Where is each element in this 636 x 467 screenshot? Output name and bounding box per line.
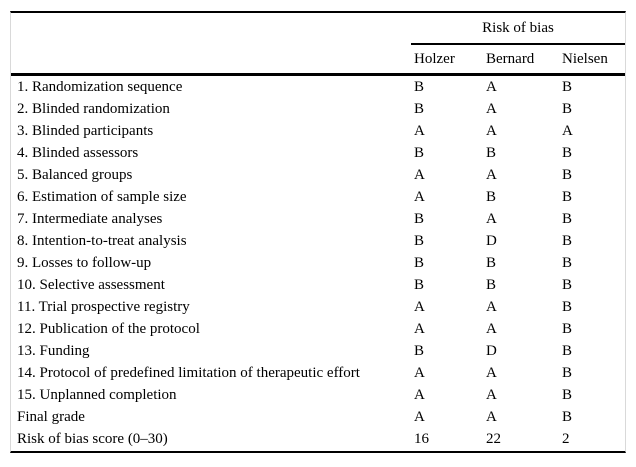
criterion-label: 12. Publication of the protocol — [17, 320, 200, 337]
grade-holzer: A — [414, 408, 425, 425]
grade-bernard: A — [486, 100, 497, 117]
grade-holzer: A — [414, 122, 425, 139]
grade-bernard: A — [486, 298, 497, 315]
grade-holzer: A — [414, 166, 425, 183]
grade-bernard: A — [486, 320, 497, 337]
criterion-label: 7. Intermediate analyses — [17, 210, 163, 227]
table-row: 14. Protocol of predefined limitation of… — [11, 362, 625, 384]
table-row: 15. Unplanned completion A A B — [11, 384, 625, 406]
grade-bernard: D — [486, 342, 497, 359]
grade-holzer: B — [414, 342, 425, 359]
grade-holzer: B — [414, 78, 425, 95]
grade-nielsen: B — [562, 254, 573, 271]
table-row: 11. Trial prospective registry A A B — [11, 296, 625, 318]
table-row: 8. Intention-to-treat analysis B D B — [11, 230, 625, 252]
grade-bernard: B — [486, 188, 497, 205]
grade-nielsen: B — [562, 100, 573, 117]
grade-holzer: B — [414, 254, 425, 271]
criterion-label: 1. Randomization sequence — [17, 78, 183, 95]
grade-bernard: A — [486, 122, 497, 139]
grade-nielsen: B — [562, 276, 573, 293]
table-row: 7. Intermediate analyses B A B — [11, 208, 625, 230]
grade-bernard: B — [486, 276, 497, 293]
grade-holzer: A — [414, 188, 425, 205]
table-row: Final grade A A B — [11, 406, 625, 428]
grade-nielsen: B — [562, 320, 573, 337]
grade-bernard: A — [486, 166, 497, 183]
grade-nielsen: B — [562, 166, 573, 183]
grade-nielsen: B — [562, 210, 573, 227]
grade-nielsen: A — [562, 122, 573, 139]
table-row: 4. Blinded assessors B B B — [11, 142, 625, 164]
table-row: 3. Blinded participants A A A — [11, 120, 625, 142]
column-header-nielsen: Nielsen — [562, 50, 608, 67]
criterion-label: 9. Losses to follow-up — [17, 254, 152, 271]
table-row: 13. Funding B D B — [11, 340, 625, 362]
header-separator-rule — [11, 73, 625, 76]
grade-nielsen: 2 — [562, 430, 570, 447]
grade-holzer: 16 — [414, 430, 429, 447]
grade-bernard: A — [486, 408, 497, 425]
grade-holzer: B — [414, 232, 425, 249]
grade-nielsen: B — [562, 78, 573, 95]
table-row: 2. Blinded randomization B A B — [11, 98, 625, 120]
grade-bernard: A — [486, 210, 497, 227]
grade-holzer: B — [414, 144, 425, 161]
grade-nielsen: B — [562, 386, 573, 403]
grade-bernard: A — [486, 386, 497, 403]
grade-holzer: B — [414, 100, 425, 117]
criterion-label: 5. Balanced groups — [17, 166, 133, 183]
criterion-label: Final grade — [17, 408, 85, 425]
table-body: 1. Randomization sequence B A B 2. Blind… — [11, 76, 625, 450]
table-row: Risk of bias score (0–30) 16 22 2 — [11, 428, 625, 450]
grade-bernard: B — [486, 144, 497, 161]
grade-holzer: B — [414, 210, 425, 227]
grade-nielsen: B — [562, 298, 573, 315]
column-header-row: Holzer Bernard Nielsen — [11, 45, 625, 73]
criterion-label: 13. Funding — [17, 342, 90, 359]
criterion-label: 11. Trial prospective registry — [17, 298, 190, 315]
grade-bernard: D — [486, 232, 497, 249]
grade-nielsen: B — [562, 408, 573, 425]
grade-bernard: A — [486, 78, 497, 95]
criterion-label: 10. Selective assessment — [17, 276, 165, 293]
grade-holzer: A — [414, 364, 425, 381]
table-row: 5. Balanced groups A A B — [11, 164, 625, 186]
grade-nielsen: B — [562, 342, 573, 359]
column-header-bernard: Bernard — [486, 50, 535, 67]
table-row: 9. Losses to follow-up B B B — [11, 252, 625, 274]
grade-bernard: A — [486, 364, 497, 381]
criterion-label: 14. Protocol of predefined limitation of… — [17, 364, 360, 381]
grade-holzer: A — [414, 320, 425, 337]
grade-bernard: 22 — [486, 430, 501, 447]
criterion-label: 15. Unplanned completion — [17, 386, 177, 403]
table-header: Risk of bias Holzer Bernard Nielsen — [11, 13, 625, 73]
group-header-risk-of-bias: Risk of bias — [411, 13, 625, 45]
grade-holzer: A — [414, 298, 425, 315]
grade-holzer: B — [414, 276, 425, 293]
column-header-holzer: Holzer — [414, 50, 455, 67]
grade-nielsen: B — [562, 364, 573, 381]
table-row: 12. Publication of the protocol A A B — [11, 318, 625, 340]
grade-holzer: A — [414, 386, 425, 403]
criterion-label: Risk of bias score (0–30) — [17, 430, 168, 447]
grade-nielsen: B — [562, 232, 573, 249]
table-row: 6. Estimation of sample size A B B — [11, 186, 625, 208]
criterion-label: 3. Blinded participants — [17, 122, 154, 139]
grade-nielsen: B — [562, 188, 573, 205]
criterion-label: 6. Estimation of sample size — [17, 188, 187, 205]
criterion-label: 4. Blinded assessors — [17, 144, 139, 161]
criterion-label: 8. Intention-to-treat analysis — [17, 232, 187, 249]
risk-of-bias-table: Risk of bias Holzer Bernard Nielsen 1. R… — [10, 11, 626, 453]
criterion-label: 2. Blinded randomization — [17, 100, 170, 117]
table-row: 1. Randomization sequence B A B — [11, 76, 625, 98]
grade-nielsen: B — [562, 144, 573, 161]
table-row: 10. Selective assessment B B B — [11, 274, 625, 296]
grade-bernard: B — [486, 254, 497, 271]
